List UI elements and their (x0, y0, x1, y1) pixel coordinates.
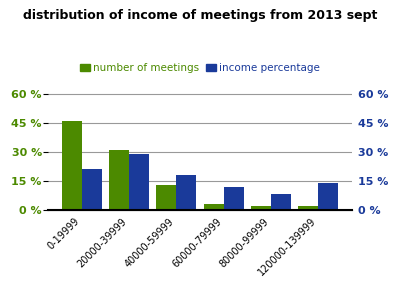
Bar (176, 175, 196, 210)
Bar (129, 154, 149, 210)
Bar (298, 206, 318, 210)
Text: distribution of income of meetings from 2013 sept: distribution of income of meetings from … (23, 9, 377, 22)
Bar (251, 206, 271, 210)
Bar (156, 185, 176, 210)
Bar (318, 183, 338, 210)
Bar (62, 121, 82, 210)
Bar (271, 194, 291, 210)
Legend: number of meetings, income percentage: number of meetings, income percentage (76, 59, 324, 77)
Bar (109, 150, 129, 210)
Bar (224, 187, 244, 210)
Bar (82, 169, 102, 210)
Bar (204, 204, 224, 210)
